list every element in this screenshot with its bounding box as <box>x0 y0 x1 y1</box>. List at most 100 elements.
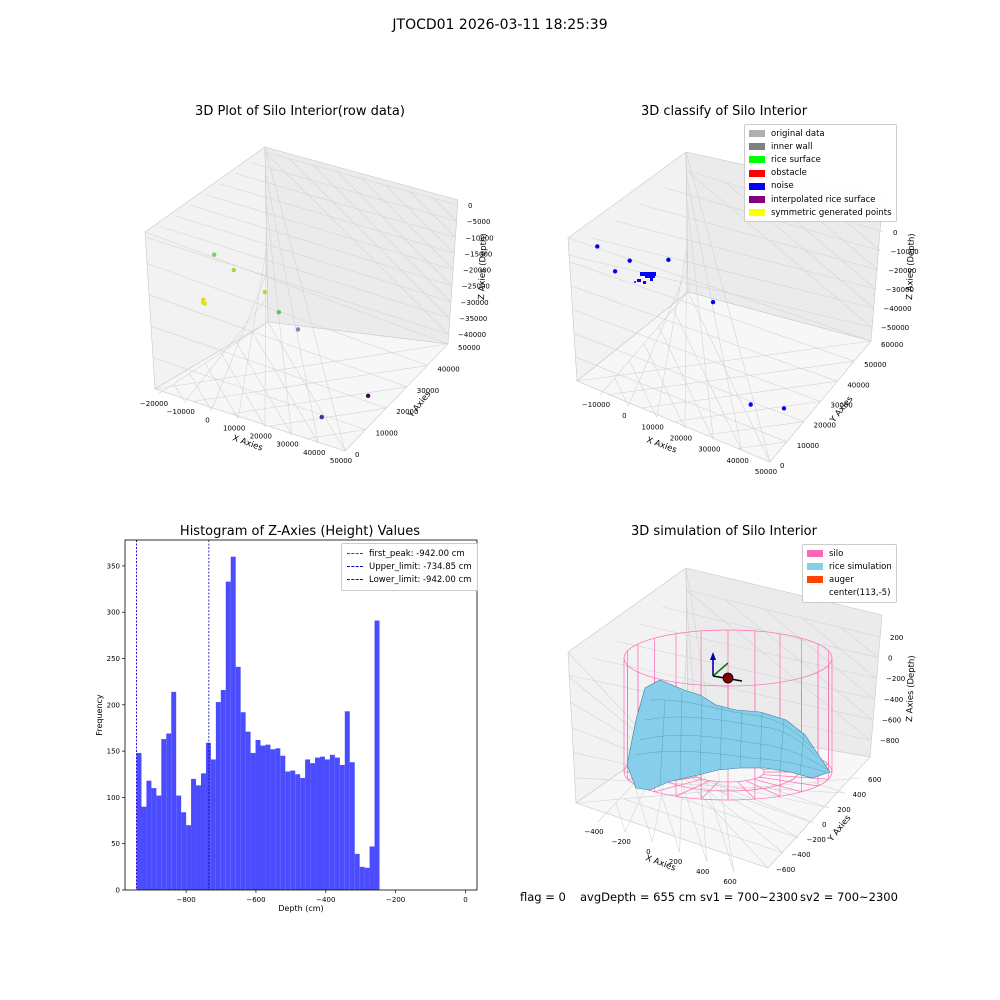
simulation-3d-ytick: 200 <box>837 806 850 814</box>
legend-swatch <box>807 590 823 597</box>
classify-3d-ztick: −50000 <box>881 324 909 332</box>
histogram-ytick: 200 <box>107 701 120 709</box>
classify-3d-ytick: 30000 <box>831 402 853 410</box>
legend-entry: Upper_limit: -734.85 cm <box>347 560 472 573</box>
raw-3d-ytick: 50000 <box>458 344 480 352</box>
histogram-bar <box>364 867 370 890</box>
raw-3d-ztick: 0 <box>468 202 472 210</box>
raw-3d-ztick: −25000 <box>462 283 490 291</box>
classify-3d-ztick: −40000 <box>883 305 911 313</box>
simulation-3d-xtick: −400 <box>584 828 603 836</box>
raw-3d-ytick: 40000 <box>437 365 459 373</box>
histogram-bar <box>141 806 147 890</box>
histogram-ytick: 150 <box>107 748 120 756</box>
classify-3d-ytick: 20000 <box>814 422 836 430</box>
legend-entry: obstacle <box>749 167 892 180</box>
simulation-3d-xtick: −200 <box>612 838 631 846</box>
histogram-xtick: −400 <box>316 896 335 904</box>
legend-entry: original data <box>749 127 892 140</box>
histogram-frame <box>124 539 478 891</box>
scatter-point <box>200 300 206 305</box>
raw-3d-xtick: 30000 <box>276 441 298 449</box>
histogram-bar <box>161 739 167 890</box>
raw-3d-ytick: 0 <box>355 451 359 459</box>
classify-3d-xtick: 30000 <box>698 446 720 454</box>
raw-3d-title: 3D Plot of Silo Interior(row data) <box>195 104 405 119</box>
scatter-point <box>710 299 716 305</box>
legend-swatch <box>749 209 765 217</box>
histogram-ytick: 350 <box>107 562 120 570</box>
classify-3d-ytick: 50000 <box>864 361 886 369</box>
legend-label: noise <box>771 181 794 192</box>
histogram-legend: first_peak: -942.00 cm Upper_limit: -734.… <box>341 543 478 591</box>
histogram-ytick: 50 <box>111 840 120 848</box>
legend-entry: inner wall <box>749 140 892 153</box>
legend-entry: Lower_limit: -942.00 cm <box>347 573 472 586</box>
histogram-xtick: −800 <box>176 896 195 904</box>
simulation-3d-ztick: −400 <box>884 696 903 704</box>
simulation-3d-ztick: −800 <box>880 737 899 745</box>
histogram-bar <box>176 795 182 890</box>
histogram-bar <box>265 744 271 890</box>
histogram-bar <box>186 825 192 890</box>
raw-3d-xtick: 20000 <box>250 433 272 441</box>
histogram-bar <box>171 691 177 890</box>
raw-3d-xtick: −20000 <box>140 400 168 408</box>
histogram-bar <box>245 731 251 890</box>
legend-entry: interpolated rice surface <box>749 193 892 206</box>
histogram-bar <box>210 759 216 890</box>
scatter-point <box>276 309 282 315</box>
simulation-3d-ytick: 600 <box>868 776 881 784</box>
legend-swatch <box>749 143 765 151</box>
histogram-bar <box>275 748 281 890</box>
legend-label: Lower_limit: -942.00 cm <box>369 574 472 585</box>
legend-label: Upper_limit: -734.85 cm <box>369 561 472 572</box>
legend-entry: rice simulation <box>807 560 892 573</box>
raw-3d-xtick: −10000 <box>167 408 195 416</box>
raw-3d-ztick: −5000 <box>467 218 491 226</box>
legend-swatch <box>807 563 823 571</box>
legend-entry: rice surface <box>749 153 892 166</box>
scatter-point <box>627 258 632 263</box>
simulation-3d-ytick: −600 <box>776 866 795 874</box>
legend-label: auger <box>829 574 854 585</box>
legend-swatch <box>749 130 765 138</box>
legend-label: silo <box>829 548 844 559</box>
classify-3d-ytick: 10000 <box>797 442 819 450</box>
histogram-bar <box>166 733 172 890</box>
histogram-bar <box>230 556 236 890</box>
scatter-point <box>262 290 268 295</box>
classify-3d-ytick: 60000 <box>881 341 903 349</box>
auger-marker <box>710 652 743 684</box>
classify-3d-xtick: −10000 <box>582 401 610 409</box>
raw-3d-ytick: 10000 <box>376 430 398 438</box>
legend-label: inner wall <box>771 141 813 152</box>
histogram-bar <box>310 763 316 890</box>
histogram-bar <box>250 752 256 890</box>
legend-label: rice simulation <box>829 561 892 572</box>
histogram-bar <box>270 749 276 890</box>
histogram-bar <box>181 812 187 890</box>
legend-entry: auger <box>807 573 892 586</box>
classify-3d-ytick: 0 <box>780 462 784 470</box>
histogram-bar <box>151 788 157 890</box>
classify-3d-xtick: 50000 <box>755 468 777 476</box>
legend-label: obstacle <box>771 168 807 179</box>
histogram-ytick: 0 <box>116 887 120 895</box>
histogram-bar <box>315 757 320 890</box>
simulation-3d-ztick: 200 <box>890 634 903 642</box>
histogram-ytick: 100 <box>107 794 120 802</box>
histogram-bar <box>200 773 206 890</box>
raw-3d-xtick: 40000 <box>303 449 325 457</box>
simulation-3d-ytick: 400 <box>853 791 866 799</box>
histogram-bar <box>319 756 325 890</box>
histogram-bar <box>354 853 360 890</box>
classify-3d-title: 3D classify of Silo Interior <box>640 104 808 119</box>
simulation-3d-title: 3D simulation of Silo Interior <box>631 524 817 539</box>
raw-3d-ztick: −20000 <box>463 267 491 275</box>
legend-swatch <box>807 550 823 558</box>
simulation-3d-xtick: 0 <box>646 848 650 856</box>
simulation-3d-zlabel: Z Axies (Depth) <box>905 655 917 722</box>
legend-swatch <box>347 553 363 555</box>
